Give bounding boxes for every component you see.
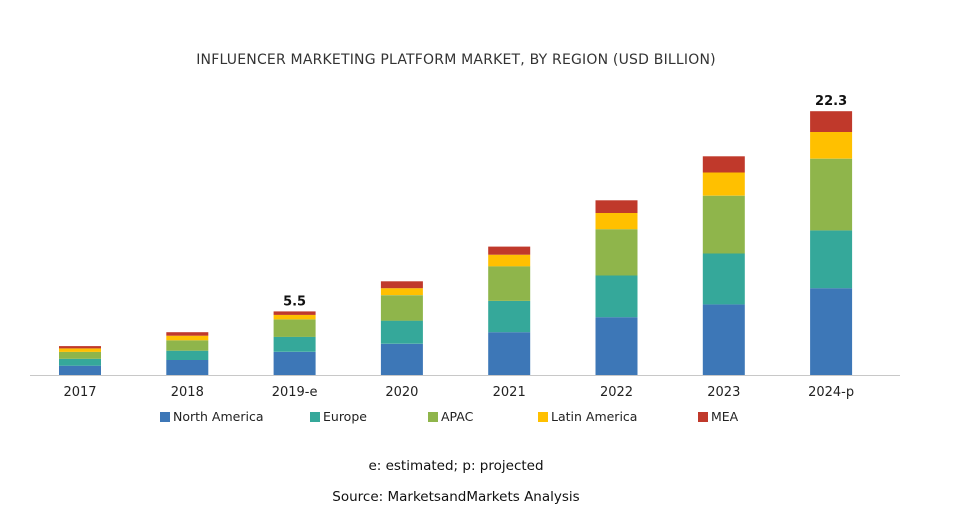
bar-europe-2020 [380,320,423,344]
bar-europe-2021 [488,301,531,333]
bar-apac-2024-p [810,158,853,231]
bar-north-america-2022 [595,317,638,375]
bar-mea-2018 [166,332,209,336]
bar-latin-america-2024-p [810,132,853,159]
bar-mea-2022 [595,200,638,213]
bar-latin-america-2020 [380,288,423,296]
legend-item-apac: APAC [428,409,474,424]
bar-apac-2021 [488,266,531,301]
x-tick-label: 2023 [707,385,740,400]
legend-swatch-mea [698,412,708,422]
bar-north-america-2017 [59,365,101,375]
x-tick-label: 2024-p [808,385,854,400]
bar-apac-2017 [59,351,101,359]
bar-latin-america-2017 [59,348,101,352]
x-tick-label: 2019-e [272,385,318,400]
bar-mea-2021 [488,246,531,255]
bar-europe-2024-p [810,230,853,289]
stacked-bar-chart: 2017 2018 2019-e 2020 2021 2022 2023 2024-p 5.5… [30,94,900,424]
bar-apac-2019-e [273,319,316,337]
legend-swatch-north-america [160,412,170,422]
x-tick-label: 2022 [600,385,633,400]
bar-europe-2017 [59,358,101,366]
legend-swatch-latin-america [538,412,548,422]
legend: North America Europe APAC Latin America MEA [160,409,739,424]
source-note: Source: MarketsandMarkets Analysis [332,489,580,505]
bar-europe-2022 [595,275,638,318]
x-axis-tick-labels: 2017 2018 2019-e 2020 2021 2022 2023 2024-p [63,385,854,400]
bar-europe-2019-e [273,336,316,352]
bar-apac-2018 [166,340,209,351]
bar-mea-2019-e [273,311,316,315]
bar-north-america-2019-e [273,351,316,375]
bar-apac-2020 [380,295,423,321]
x-tick-label: 2017 [63,385,96,400]
bar-latin-america-2018 [166,335,209,341]
bar-north-america-2018 [166,360,209,375]
bars-layer [59,111,853,375]
bar-north-america-2020 [380,343,423,375]
bar-mea-2020 [380,281,423,289]
estimate-note: e: estimated; p: projected [368,458,544,474]
bar-mea-2017 [59,346,101,349]
legend-swatch-apac [428,412,438,422]
data-labels: 5.5 22.3 [283,94,847,309]
bar-mea-2024-p [810,111,853,132]
legend-label-north-america: North America [173,409,264,424]
legend-item-europe: Europe [310,409,367,424]
data-label-2019-e: 5.5 [283,294,306,309]
legend-label-europe: Europe [323,409,367,424]
bar-latin-america-2021 [488,254,531,267]
legend-item-latin-america: Latin America [538,409,637,424]
bar-north-america-2023 [702,304,745,375]
bar-europe-2023 [702,253,745,305]
legend-item-mea: MEA [698,409,739,424]
x-tick-label: 2020 [385,385,418,400]
bar-north-america-2021 [488,332,531,375]
bar-europe-2018 [166,350,209,360]
x-tick-label: 2018 [171,385,204,400]
bar-north-america-2024-p [810,288,853,375]
bar-mea-2023 [702,156,745,173]
legend-label-latin-america: Latin America [551,409,637,424]
legend-label-apac: APAC [441,409,474,424]
data-label-2024-p: 22.3 [815,94,847,109]
legend-item-north-america: North America [160,409,264,424]
bar-apac-2023 [702,195,745,254]
x-tick-label: 2021 [493,385,526,400]
bar-apac-2022 [595,229,638,276]
legend-label-mea: MEA [711,409,739,424]
bar-latin-america-2023 [702,172,745,196]
bar-latin-america-2022 [595,213,638,230]
legend-swatch-europe [310,412,320,422]
chart-title: INFLUENCER MARKETING PLATFORM MARKET, BY… [196,52,716,68]
bar-latin-america-2019-e [273,314,316,320]
